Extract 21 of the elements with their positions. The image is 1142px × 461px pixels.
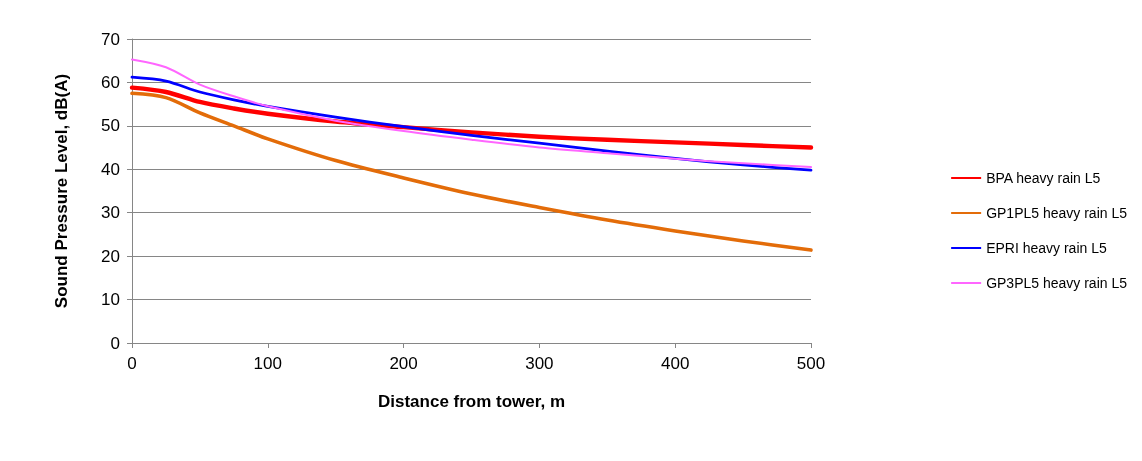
y-tick-label: 30	[101, 203, 120, 223]
x-tick-label: 100	[253, 354, 282, 373]
legend-label: EPRI heavy rain L5	[986, 240, 1107, 256]
line-series	[130, 91, 813, 252]
x-tick-label: 200	[389, 354, 418, 373]
y-tick-label: 20	[101, 246, 120, 266]
y-tick-label: 10	[101, 290, 120, 310]
legend-label: GP3PL5 heavy rain L5	[986, 275, 1128, 291]
y-tick-label: 50	[101, 116, 120, 136]
y-tick-label: 70	[101, 29, 120, 49]
legend-label: BPA heavy rain L5	[986, 170, 1101, 186]
x-tick-label: 400	[661, 354, 690, 373]
legend-label: GP1PL5 heavy rain L5	[986, 205, 1128, 221]
y-tick-label: 0	[110, 333, 120, 353]
y-axis-title: Sound Pressure Level, dB(A)	[52, 73, 71, 309]
x-axis-title: Distance from tower, m	[377, 392, 566, 411]
x-tick-label: 500	[796, 354, 826, 373]
y-tick-label: 40	[101, 159, 120, 179]
x-tick-label: 300	[525, 354, 554, 373]
y-tick-label: 60	[101, 72, 120, 92]
x-tick-label: 0	[127, 354, 137, 373]
